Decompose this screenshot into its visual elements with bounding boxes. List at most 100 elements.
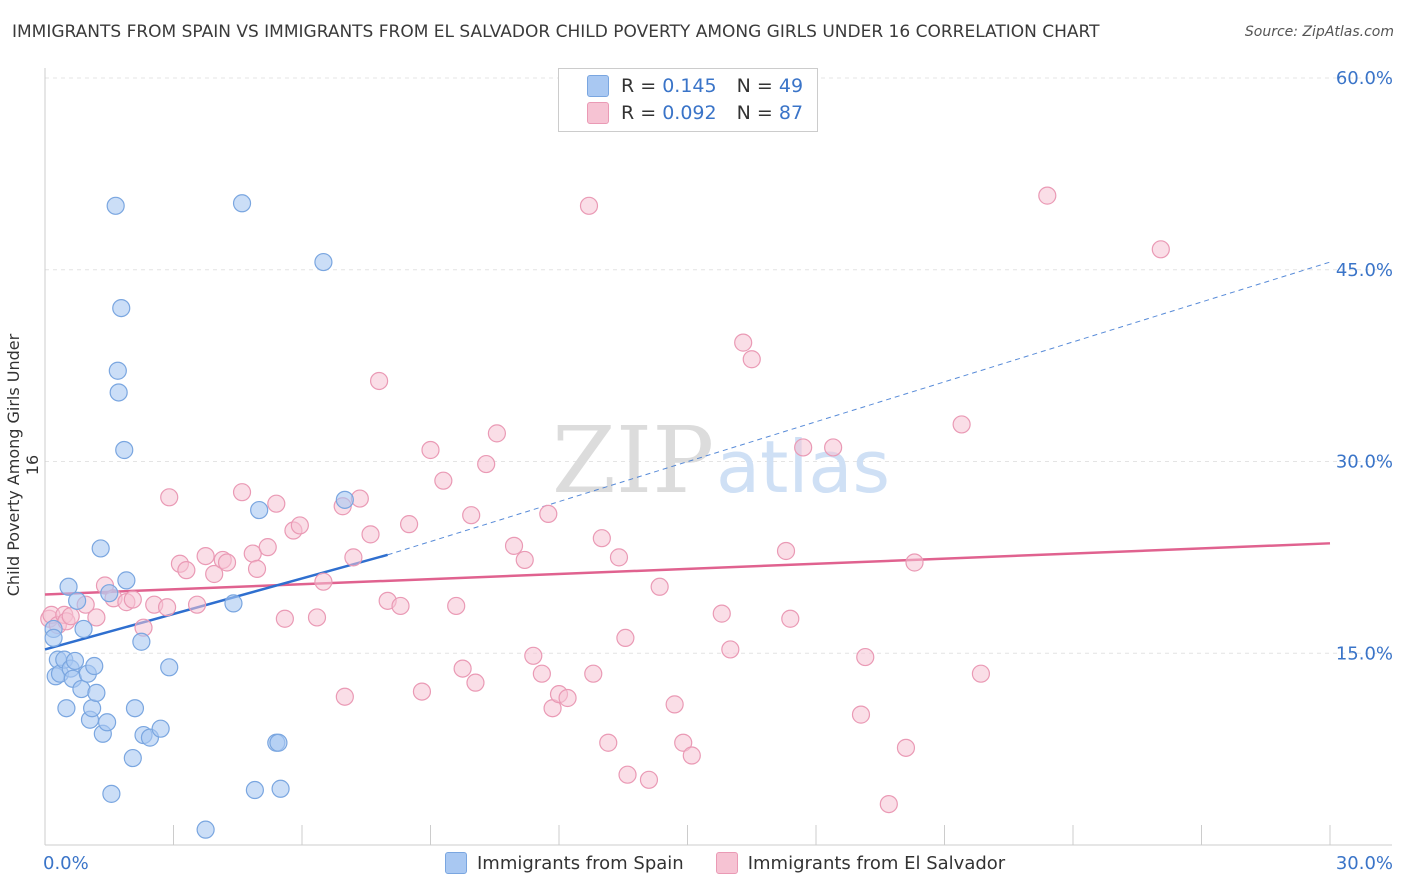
point-spain (314, 252, 333, 272)
legend-swatch-spain (445, 852, 467, 874)
point-elsalvador (447, 596, 466, 616)
chart-title: IMMIGRANTS FROM SPAIN VS IMMIGRANTS FROM… (12, 22, 1100, 42)
point-elsalvador (682, 746, 701, 765)
point-elsalvador (618, 765, 637, 784)
point-elsalvador (856, 647, 875, 667)
point-elsalvador (674, 733, 693, 752)
point-spain (196, 820, 215, 839)
y-tick-label: 45.0% (1336, 260, 1393, 281)
point-elsalvador (639, 770, 659, 789)
point-spain (68, 591, 87, 610)
y-axis-label: Child Poverty Among Girls Under 16 (4, 333, 42, 597)
point-elsalvador (599, 733, 618, 752)
point-spain (102, 784, 121, 803)
point-elsalvador (434, 471, 453, 490)
y-tick-label: 30.0% (1336, 452, 1393, 473)
point-elsalvador (487, 424, 506, 443)
legend-row-elsalvador: R = 0.092 N = 87 (587, 100, 803, 126)
point-elsalvador (905, 553, 924, 572)
point-elsalvador (217, 553, 237, 572)
point-spain (125, 699, 145, 718)
point-elsalvador (157, 598, 177, 617)
point-spain (271, 779, 290, 798)
point-elsalvador (247, 559, 267, 578)
legend-label-elsalvador: Immigrants from El Salvador (747, 852, 1006, 874)
legend-r-label: R = (621, 102, 657, 124)
point-elsalvador (532, 664, 551, 683)
point-elsalvador (712, 604, 731, 623)
point-elsalvador (515, 550, 534, 570)
point-elsalvador (370, 371, 389, 391)
point-elsalvador (524, 646, 543, 665)
point-spain (269, 733, 288, 752)
point-elsalvador (776, 541, 796, 561)
watermark-zip: ZIP (552, 407, 714, 514)
point-elsalvador (609, 548, 629, 567)
point-spain (87, 683, 106, 702)
point-elsalvador (350, 489, 369, 508)
point-spain (59, 577, 78, 596)
point-elsalvador (1038, 186, 1057, 205)
point-elsalvador (650, 577, 669, 596)
point-elsalvador (361, 525, 380, 544)
point-elsalvador (879, 794, 898, 814)
legend-n-spain: 49 (778, 75, 804, 97)
legend-swatch-spain (587, 75, 609, 97)
point-spain (115, 440, 134, 460)
point-spain (232, 194, 252, 213)
point-elsalvador (504, 536, 524, 555)
point-elsalvador (205, 564, 224, 584)
series-legend: Immigrants from Spain Immigrants from El… (445, 852, 1005, 874)
legend-swatch-elsalvador (715, 852, 738, 874)
point-elsalvador (267, 494, 286, 513)
point-elsalvador (1151, 240, 1170, 259)
legend-r-spain: 0.145 (662, 75, 717, 97)
point-spain (106, 196, 125, 215)
legend-r-elsalvador: 0.092 (662, 102, 717, 124)
point-spain (57, 699, 76, 718)
trend-line-spain-extension (387, 261, 1331, 556)
source-label: Source: ZipAtlas.com (1244, 24, 1394, 40)
point-elsalvador (824, 438, 843, 457)
point-spain (250, 500, 269, 520)
point-elsalvador (314, 572, 333, 591)
point-elsalvador (87, 608, 106, 627)
point-elsalvador (275, 609, 294, 628)
point-spain (91, 539, 110, 558)
legend-row-spain: R = 0.145 N = 49 (587, 73, 803, 99)
point-elsalvador (335, 687, 354, 706)
point-spain (151, 719, 170, 738)
data-points (40, 186, 1170, 839)
tick-labels: 15.0% 30.0% 45.0% 60.0% 0.0% 30.0% (43, 68, 1393, 874)
point-elsalvador (794, 438, 813, 457)
point-spain (85, 656, 104, 676)
point-elsalvador (781, 609, 800, 628)
point-elsalvador (665, 695, 684, 714)
point-elsalvador (391, 596, 410, 616)
point-spain (65, 651, 85, 671)
trend-line-spain (44, 553, 388, 651)
point-elsalvador (584, 664, 603, 683)
point-elsalvador (462, 506, 481, 525)
legend-n-label: N = (736, 102, 773, 124)
axes (44, 68, 1392, 846)
point-elsalvador (258, 538, 277, 557)
point-elsalvador (160, 488, 179, 507)
grid-lines (45, 77, 1392, 654)
point-elsalvador (196, 546, 215, 566)
point-elsalvador (558, 688, 577, 708)
point-spain (117, 571, 136, 590)
point-elsalvador (399, 515, 419, 534)
x-tick-label: 30.0% (1336, 853, 1393, 874)
point-elsalvador (412, 682, 432, 701)
point-spain (108, 361, 127, 380)
point-elsalvador (616, 628, 635, 648)
point-elsalvador (177, 561, 196, 580)
point-spain (245, 780, 264, 800)
point-spain (98, 713, 117, 732)
point-elsalvador (123, 590, 142, 609)
point-elsalvador (344, 548, 363, 567)
point-elsalvador (742, 350, 761, 369)
point-elsalvador (952, 415, 971, 434)
point-elsalvador (61, 607, 80, 626)
